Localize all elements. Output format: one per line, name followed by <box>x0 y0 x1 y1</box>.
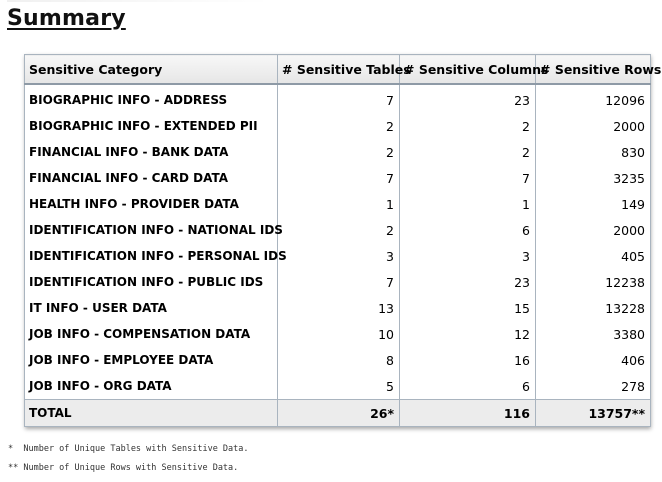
footnotes: * Number of Unique Tables with Sensitive… <box>8 440 249 478</box>
table-row: IDENTIFICATION INFO - NATIONAL IDS 2 6 2000 <box>24 217 651 243</box>
columns-cell: 6 <box>399 217 536 243</box>
total-columns: 116 <box>399 399 536 427</box>
table-row: BIOGRAPHIC INFO - EXTENDED PII 2 2 2000 <box>24 113 651 139</box>
tables-cell: 7 <box>277 165 400 191</box>
tables-cell: 2 <box>277 113 400 139</box>
header-sensitive-columns: # Sensitive Columns <box>399 54 548 85</box>
summary-table: Sensitive Category # Sensitive Tables # … <box>24 54 661 427</box>
table-row: HEALTH INFO - PROVIDER DATA 1 1 149 <box>24 191 651 217</box>
header-sensitive-tables: # Sensitive Tables <box>277 54 411 85</box>
category-cell: FINANCIAL INFO - CARD DATA <box>24 165 278 191</box>
rows-cell: 12238 <box>535 269 651 295</box>
columns-cell: 2 <box>399 113 536 139</box>
table-row: FINANCIAL INFO - CARD DATA 7 7 3235 <box>24 165 651 191</box>
table-row: JOB INFO - EMPLOYEE DATA 8 16 406 <box>24 347 651 373</box>
rows-cell: 278 <box>535 373 651 400</box>
table-row: IDENTIFICATION INFO - PERSONAL IDS 3 3 405 <box>24 243 651 269</box>
tables-cell: 10 <box>277 321 400 347</box>
category-cell: BIOGRAPHIC INFO - ADDRESS <box>24 84 278 113</box>
table-row: JOB INFO - COMPENSATION DATA 10 12 3380 <box>24 321 651 347</box>
header-sensitive-category: Sensitive Category <box>24 54 278 85</box>
page-title: Summary <box>7 6 126 31</box>
category-cell: IT INFO - USER DATA <box>24 295 278 321</box>
columns-cell: 7 <box>399 165 536 191</box>
rows-cell: 830 <box>535 139 651 165</box>
tables-cell: 7 <box>277 269 400 295</box>
tables-cell: 3 <box>277 243 400 269</box>
total-tables: 26* <box>277 399 400 427</box>
columns-cell: 23 <box>399 269 536 295</box>
columns-cell: 16 <box>399 347 536 373</box>
footnote-rows: ** Number of Unique Rows with Sensitive … <box>8 463 239 473</box>
rows-cell: 2000 <box>535 113 651 139</box>
rows-cell: 3235 <box>535 165 651 191</box>
tables-cell: 1 <box>277 191 400 217</box>
footnote-tables: * Number of Unique Tables with Sensitive… <box>8 444 249 454</box>
total-label: TOTAL <box>24 399 278 427</box>
columns-cell: 1 <box>399 191 536 217</box>
summary-table-container: Sensitive Category # Sensitive Tables # … <box>24 54 661 427</box>
category-cell: JOB INFO - COMPENSATION DATA <box>24 321 278 347</box>
tables-cell: 5 <box>277 373 400 400</box>
table-row: IDENTIFICATION INFO - PUBLIC IDS 7 23 12238 <box>24 269 651 295</box>
category-cell: IDENTIFICATION INFO - PERSONAL IDS <box>24 243 287 269</box>
table-row: BIOGRAPHIC INFO - ADDRESS 7 23 12096 <box>24 84 651 113</box>
rows-cell: 406 <box>535 347 651 373</box>
category-cell: IDENTIFICATION INFO - PUBLIC IDS <box>24 269 278 295</box>
total-rows: 13757** <box>535 399 651 427</box>
category-cell: JOB INFO - EMPLOYEE DATA <box>24 347 278 373</box>
columns-cell: 23 <box>399 84 536 113</box>
total-row: TOTAL 26* 116 13757** <box>24 399 651 427</box>
tables-cell: 2 <box>277 217 400 243</box>
rows-cell: 149 <box>535 191 651 217</box>
category-cell: HEALTH INFO - PROVIDER DATA <box>24 191 278 217</box>
columns-cell: 12 <box>399 321 536 347</box>
category-cell: FINANCIAL INFO - BANK DATA <box>24 139 278 165</box>
table-row: JOB INFO - ORG DATA 5 6 278 <box>24 373 651 400</box>
rows-cell: 3380 <box>535 321 651 347</box>
table-header-row: Sensitive Category # Sensitive Tables # … <box>24 54 661 85</box>
rows-cell: 12096 <box>535 84 651 113</box>
rows-cell: 13228 <box>535 295 651 321</box>
table-row: IT INFO - USER DATA 13 15 13228 <box>24 295 651 321</box>
header-shadow <box>7 0 272 2</box>
rows-cell: 2000 <box>535 217 651 243</box>
rows-cell: 405 <box>535 243 651 269</box>
tables-cell: 13 <box>277 295 400 321</box>
columns-cell: 15 <box>399 295 536 321</box>
tables-cell: 2 <box>277 139 400 165</box>
category-cell: IDENTIFICATION INFO - NATIONAL IDS <box>24 217 283 243</box>
table-row: FINANCIAL INFO - BANK DATA 2 2 830 <box>24 139 651 165</box>
tables-cell: 8 <box>277 347 400 373</box>
category-cell: JOB INFO - ORG DATA <box>24 373 278 400</box>
columns-cell: 3 <box>399 243 536 269</box>
columns-cell: 6 <box>399 373 536 400</box>
tables-cell: 7 <box>277 84 400 113</box>
columns-cell: 2 <box>399 139 536 165</box>
category-cell: BIOGRAPHIC INFO - EXTENDED PII <box>24 113 278 139</box>
header-sensitive-rows: # Sensitive Rows <box>535 54 661 85</box>
